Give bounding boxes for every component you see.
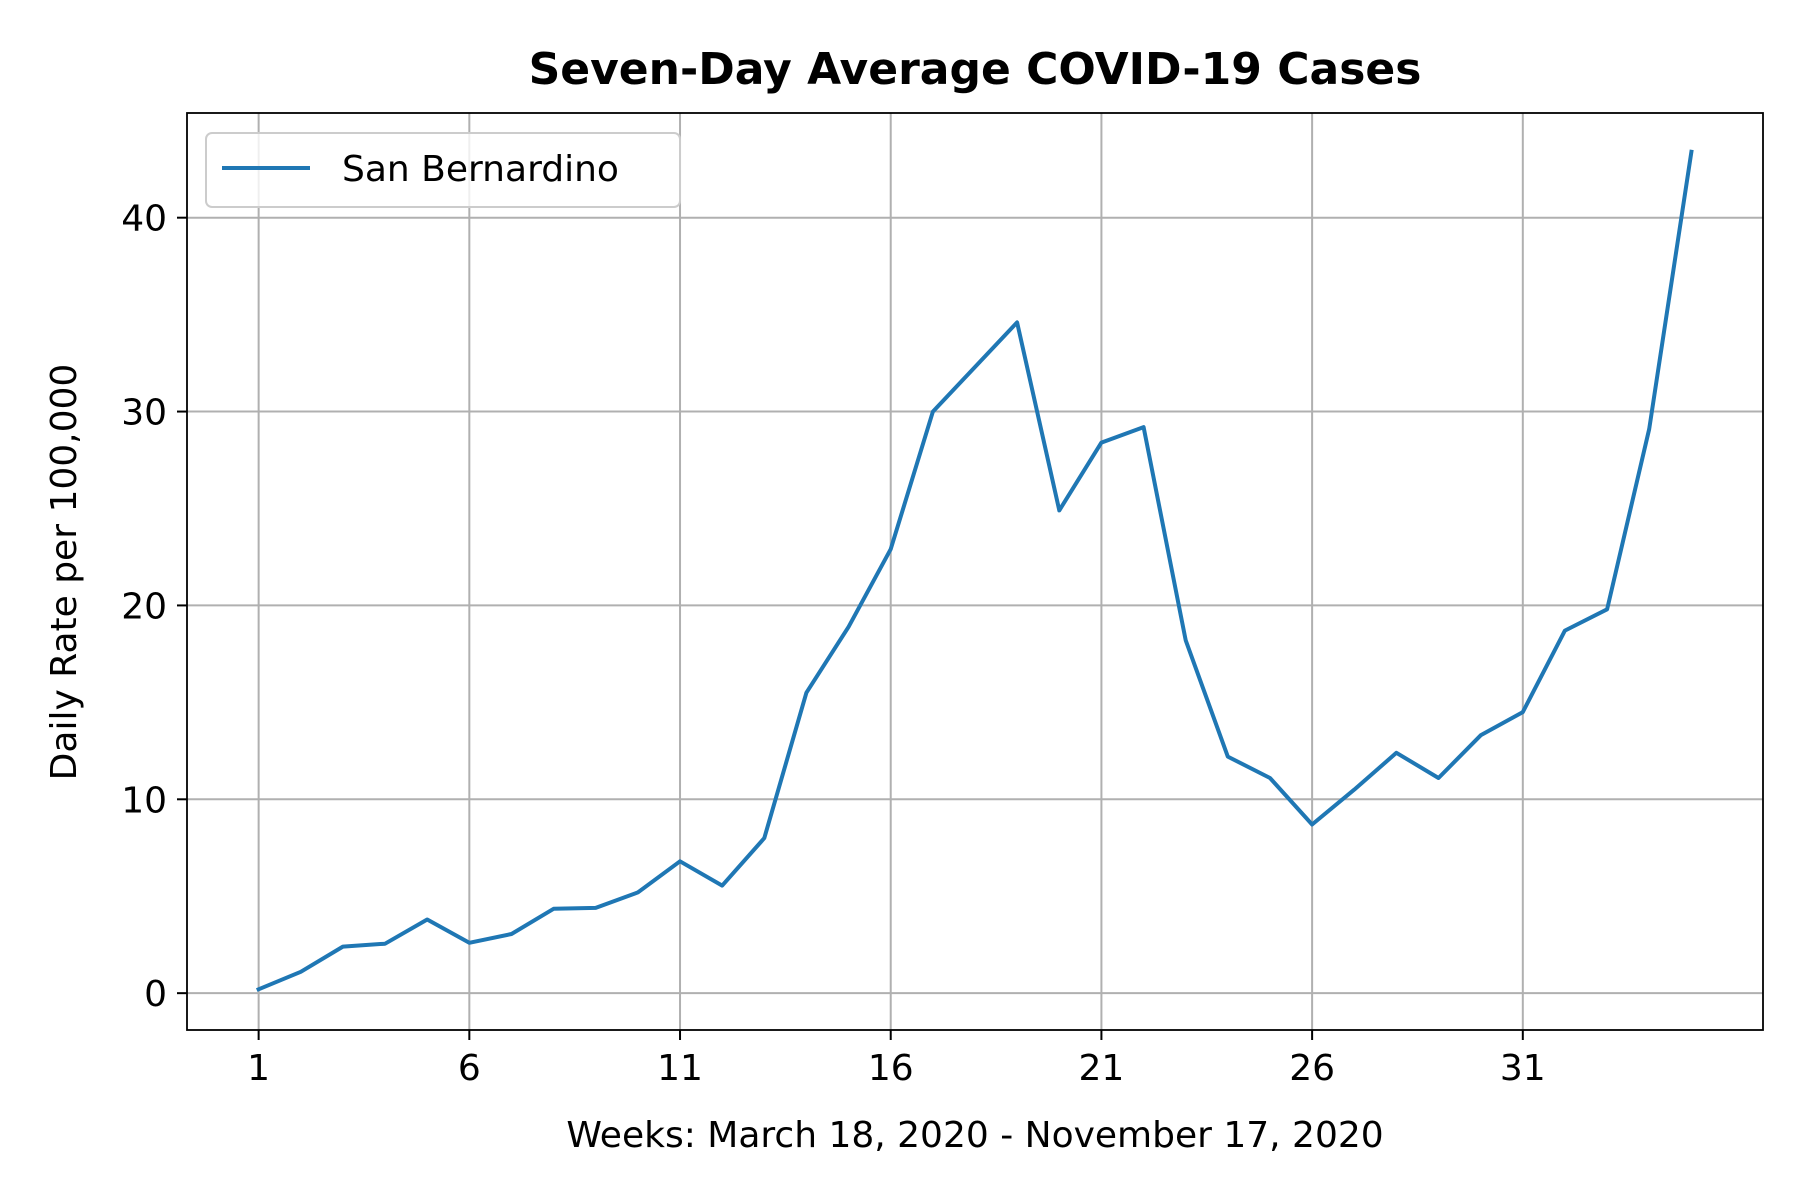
data-point <box>1689 150 1693 154</box>
data-point <box>1647 427 1651 431</box>
data-point <box>1352 788 1356 792</box>
x-tick-label: 31 <box>1500 1048 1546 1089</box>
y-tick-label: 40 <box>121 199 167 240</box>
y-tick-label: 30 <box>121 393 167 434</box>
data-point <box>720 884 724 888</box>
data-point <box>678 859 682 863</box>
x-tick-label: 16 <box>868 1048 914 1089</box>
data-point <box>1437 776 1441 780</box>
series-layer <box>255 149 1694 992</box>
data-point <box>1563 629 1567 633</box>
data-point <box>931 410 935 414</box>
plot-frame <box>186 112 1764 1031</box>
x-tick-label: 26 <box>1289 1048 1335 1089</box>
data-point <box>425 917 429 921</box>
data-point <box>1310 822 1314 826</box>
x-axis-label: Weeks: March 18, 2020 - November 17, 202… <box>566 1115 1383 1156</box>
series-line-0 <box>255 149 1694 992</box>
data-point <box>762 836 766 840</box>
y-tick-label: 10 <box>121 780 167 821</box>
y-tick-label: 0 <box>144 974 167 1015</box>
x-tick-label: 11 <box>657 1048 703 1089</box>
data-point <box>636 890 640 894</box>
y-tick-label: 20 <box>121 586 167 627</box>
data-point <box>1605 607 1609 611</box>
data-point <box>341 945 345 949</box>
data-point <box>1226 755 1230 759</box>
x-tick-label: 1 <box>247 1048 270 1089</box>
legend-box <box>205 132 681 208</box>
data-point <box>847 625 851 629</box>
data-point <box>1268 776 1272 780</box>
grid <box>187 113 1763 1030</box>
data-point <box>299 970 303 974</box>
data-point <box>1099 441 1103 445</box>
data-point <box>1394 751 1398 755</box>
legend: San Bernardino <box>205 132 681 208</box>
data-point <box>383 942 387 946</box>
data-point <box>552 907 556 911</box>
chart-title: Seven-Day Average COVID-19 Cases <box>529 44 1422 95</box>
data-point <box>1142 425 1146 429</box>
data-point <box>467 941 471 945</box>
data-point <box>1479 733 1483 737</box>
data-point <box>973 365 977 369</box>
data-point <box>1184 638 1188 642</box>
data-point <box>889 547 893 551</box>
data-point <box>1521 710 1525 714</box>
data-point <box>804 691 808 695</box>
y-axis-label: Daily Rate per 100,000 <box>44 364 85 781</box>
legend-label: San Bernardino <box>342 149 619 190</box>
data-point <box>1015 320 1019 324</box>
x-tick-label: 6 <box>458 1048 481 1089</box>
data-point <box>509 932 513 936</box>
data-point <box>257 987 261 991</box>
data-point <box>1057 508 1061 512</box>
x-tick-label: 21 <box>1079 1048 1125 1089</box>
data-point <box>594 906 598 910</box>
